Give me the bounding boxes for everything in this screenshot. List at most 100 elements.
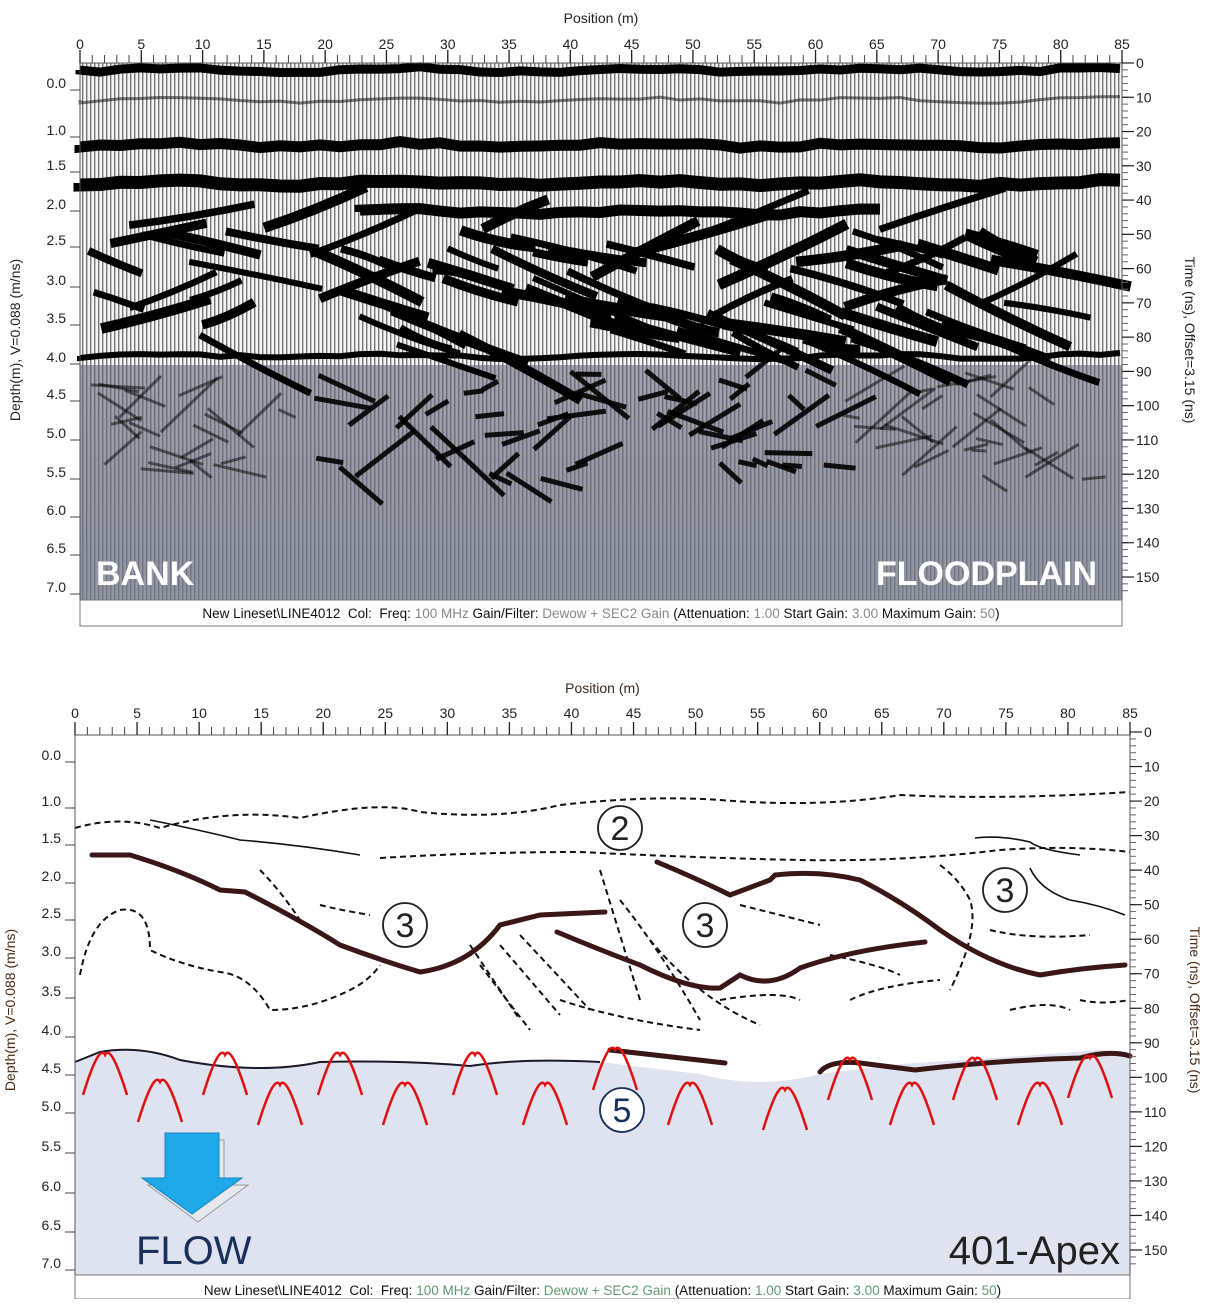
footer-part: 1.00: [755, 1283, 781, 1298]
x-tick-label: 5: [133, 705, 141, 721]
x-tick-label: 15: [253, 705, 269, 721]
time-tick-label: 50: [1136, 226, 1152, 242]
time-tick-label: 150: [1144, 1242, 1168, 1258]
x-tick-label: 25: [379, 36, 395, 52]
x-tick-label: 70: [930, 36, 946, 52]
depth-tick-label: 7.0: [42, 1255, 62, 1271]
depth-tick-label: 5.5: [42, 1138, 62, 1154]
depth-tick-label: 6.0: [42, 1178, 62, 1194]
footer-part: Maximum Gain:: [878, 606, 980, 621]
footer-part: New Lineset\LINE4012 Col: Freq:: [202, 606, 414, 621]
diffraction: [824, 465, 856, 468]
time-tick-label: 100: [1136, 398, 1160, 414]
time-tick-label: 40: [1136, 192, 1152, 208]
depth-tick-label: 5.5: [47, 464, 67, 480]
x-tick-label: 85: [1114, 36, 1130, 52]
x-tick-label: 85: [1122, 705, 1138, 721]
time-tick-label: 150: [1136, 569, 1160, 585]
floodplain-label: FLOODPLAIN: [876, 555, 1097, 593]
time-tick-label: 20: [1144, 793, 1160, 809]
time-tick-label: 120: [1144, 1138, 1168, 1154]
unit-label: 3: [996, 872, 1015, 910]
time-tick-label: 0: [1136, 55, 1144, 71]
x-tick-label: 80: [1060, 705, 1076, 721]
time-tick-label: 70: [1144, 966, 1160, 982]
diffraction: [475, 414, 504, 417]
depth-tick-label: 5.0: [42, 1098, 62, 1114]
x-tick-label: 65: [874, 705, 890, 721]
time-tick-label: 90: [1144, 1035, 1160, 1051]
x-tick-label: 10: [191, 705, 207, 721]
x-tick-label: 50: [688, 705, 704, 721]
x-tick-label: 75: [998, 705, 1014, 721]
x-tick-label: 75: [992, 36, 1008, 52]
time-tick-label: 40: [1144, 862, 1160, 878]
x-tick-label: 70: [936, 705, 952, 721]
depth-tick-label: 5.0: [47, 425, 67, 441]
x-tick-label: 60: [808, 36, 824, 52]
bank-label: BANK: [96, 555, 195, 593]
time-tick-label: 50: [1144, 897, 1160, 913]
time-tick-label: 110: [1136, 432, 1159, 448]
x-tick-label: 35: [501, 36, 517, 52]
depth-tick-label: 3.0: [47, 272, 67, 288]
x-tick-label: 45: [626, 705, 642, 721]
x-tick-label: 65: [869, 36, 885, 52]
footer-part: 3.00: [852, 606, 878, 621]
x-tick-label: 10: [195, 36, 211, 52]
reflector: [80, 67, 1120, 73]
depth-tick-label: 6.5: [42, 1217, 62, 1233]
time-tick-label: 120: [1136, 466, 1160, 482]
x-tick-label: 15: [256, 36, 272, 52]
reflector: [80, 180, 1120, 187]
depth-tick-label: 1.0: [47, 122, 67, 138]
depth-tick-label: 2.5: [47, 232, 67, 248]
depth-tick-label: 2.0: [47, 196, 67, 212]
diffraction: [765, 453, 813, 454]
diffraction: [971, 450, 986, 451]
unit-label: 3: [396, 907, 415, 945]
x-tick-label: 80: [1053, 36, 1069, 52]
left-axis-title: Depth(m), V=0.088 (m/ns): [7, 259, 23, 421]
left-axis-title: Depth(m), V=0.088 (m/ns): [2, 929, 18, 1091]
unit-label: 3: [696, 907, 715, 945]
time-tick-label: 90: [1136, 363, 1152, 379]
time-tick-label: 140: [1136, 535, 1160, 551]
depth-tick-label: 6.0: [47, 502, 67, 518]
time-tick-label: 80: [1144, 1000, 1160, 1016]
x-tick-label: 55: [750, 705, 766, 721]
depth-tick-label: 7.0: [47, 579, 67, 595]
depth-tick-label: 3.0: [42, 943, 62, 959]
footer-part: Gain/Filter:: [469, 606, 543, 621]
x-tick-label: 25: [378, 705, 394, 721]
footer-part: 50: [980, 606, 995, 621]
reflector: [360, 209, 880, 215]
depth-tick-label: 6.5: [47, 540, 67, 556]
flow-label: FLOW: [136, 1229, 252, 1273]
time-tick-label: 30: [1144, 828, 1160, 844]
x-tick-label: 50: [685, 36, 701, 52]
diffraction: [485, 433, 524, 436]
depth-tick-label: 3.5: [47, 310, 67, 326]
depth-tick-label: 1.0: [42, 793, 62, 809]
footer-part: Maximum Gain:: [880, 1283, 982, 1298]
depth-tick-label: 0.0: [47, 75, 67, 91]
depth-tick-label: 4.5: [47, 386, 67, 402]
depth-tick-label: 4.0: [42, 1022, 62, 1038]
time-tick-label: 30: [1136, 158, 1152, 174]
depth-tick-label: 0.0: [42, 747, 62, 763]
unit-label: 2: [611, 810, 630, 848]
footer: New Lineset\LINE4012 Col: Freq: 100 MHz …: [204, 1283, 1001, 1298]
diffraction: [464, 391, 484, 394]
x-tick-label: 20: [317, 36, 333, 52]
x-tick-label: 30: [440, 36, 456, 52]
depth-tick-label: 2.0: [42, 868, 62, 884]
footer-part: Dewow + SEC2 Gain: [544, 1283, 671, 1298]
time-tick-label: 130: [1144, 1173, 1168, 1189]
x-axis-title: Position (m): [564, 10, 639, 26]
footer: New Lineset\LINE4012 Col: Freq: 100 MHz …: [202, 606, 999, 621]
footer-part: ): [997, 1283, 1002, 1298]
time-tick-label: 100: [1144, 1069, 1168, 1085]
diffraction: [782, 465, 801, 466]
